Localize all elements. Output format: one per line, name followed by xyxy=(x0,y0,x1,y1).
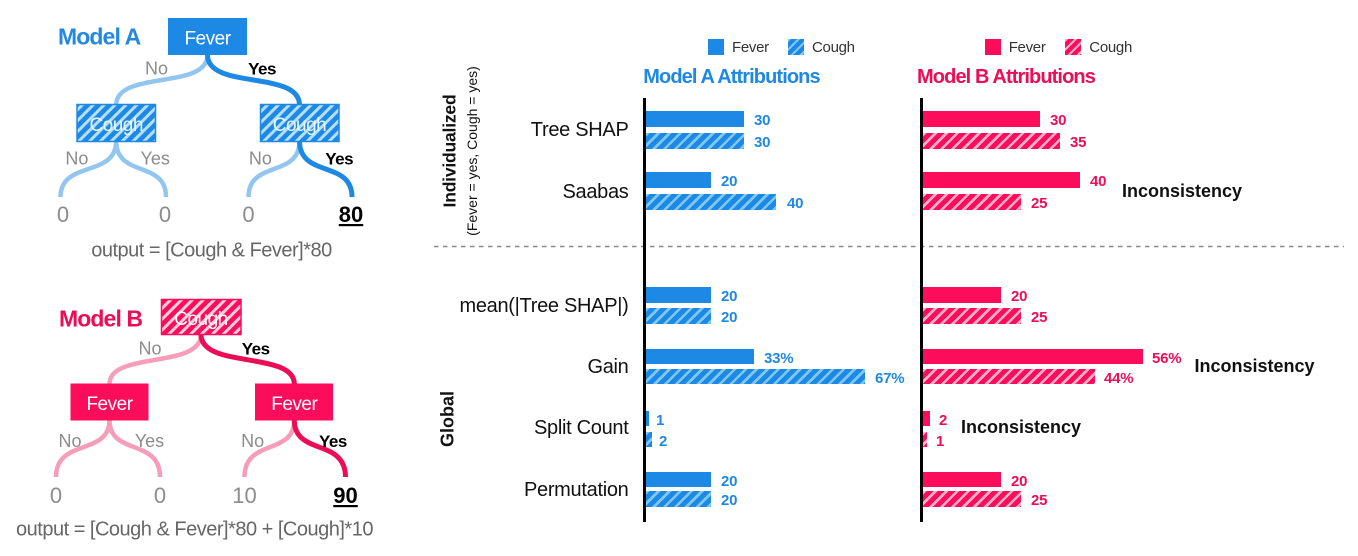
svg-text:No: No xyxy=(145,58,168,78)
svg-text:No: No xyxy=(241,431,264,451)
svg-text:0: 0 xyxy=(57,202,69,227)
svg-text:0: 0 xyxy=(242,202,254,227)
svg-text:Cough: Cough xyxy=(273,115,327,136)
svg-text:Yes: Yes xyxy=(141,149,170,169)
svg-text:0: 0 xyxy=(50,483,62,508)
svg-text:No: No xyxy=(58,431,81,451)
svg-text:0: 0 xyxy=(159,202,171,227)
svg-text:Yes: Yes xyxy=(248,59,276,78)
svg-text:Fever: Fever xyxy=(271,394,318,415)
svg-text:Model A: Model A xyxy=(58,24,141,50)
svg-text:output = [Cough & Fever]*80 +: output = [Cough & Fever]*80 + [Cough]*10 xyxy=(16,519,373,541)
svg-text:0: 0 xyxy=(154,483,166,508)
svg-text:No: No xyxy=(249,149,272,169)
svg-text:Fever: Fever xyxy=(86,394,133,415)
svg-text:10: 10 xyxy=(232,483,256,508)
svg-text:Cough: Cough xyxy=(174,309,228,330)
svg-text:Yes: Yes xyxy=(242,340,270,359)
svg-text:Fever: Fever xyxy=(184,29,231,50)
svg-text:output = [Cough & Fever]*80: output = [Cough & Fever]*80 xyxy=(91,240,332,262)
svg-text:Model B: Model B xyxy=(59,306,142,332)
svg-text:Yes: Yes xyxy=(135,431,164,451)
svg-text:Cough: Cough xyxy=(89,115,143,136)
svg-text:Yes: Yes xyxy=(319,432,347,451)
svg-text:No: No xyxy=(138,339,161,359)
svg-text:90: 90 xyxy=(333,483,357,508)
svg-text:No: No xyxy=(65,149,88,169)
svg-text:80: 80 xyxy=(339,202,363,227)
svg-text:Yes: Yes xyxy=(325,150,353,169)
